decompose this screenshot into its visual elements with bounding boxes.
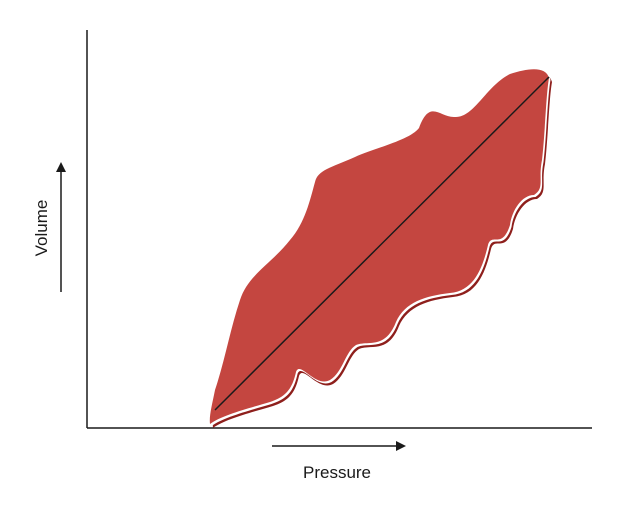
x-axis-label: Pressure (303, 463, 371, 482)
y-axis-label: Volume (32, 200, 51, 257)
shaded-region (209, 69, 553, 428)
trend-line (214, 76, 550, 411)
